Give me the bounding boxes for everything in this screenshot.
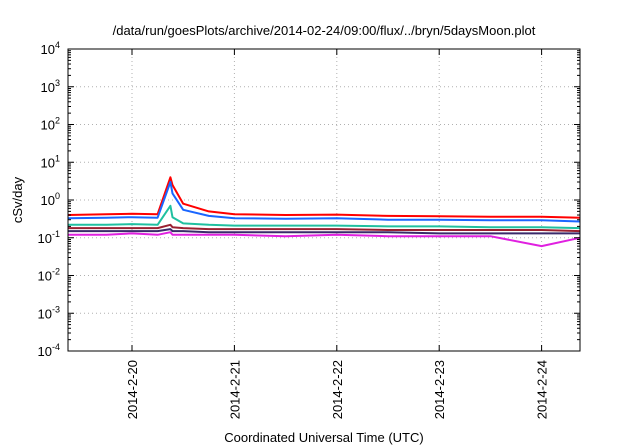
series-line [68,204,581,230]
grid-lines [68,49,580,351]
series-line [68,228,580,235]
series-line [67,176,581,219]
x-tick-label: 2014-2-23 [432,360,447,419]
x-tick-label: 2014-2-20 [125,360,140,419]
y-tick-label: 102 [41,116,60,133]
y-tick-label: 10-3 [38,304,60,321]
y-tick-label: 103 [41,78,60,95]
y-tick-label: 10-4 [38,342,60,359]
y-axis-label: cSv/day [10,176,25,223]
x-tick-label: 2014-2-24 [535,360,550,419]
series-line [68,231,581,248]
x-axis-label: Coordinated Universal Time (UTC) [224,430,423,445]
y-tick-label: 10-2 [38,267,60,284]
y-axis-ticks: 10-4 10-3 10-2 10-1 100 101 102 103 104 [38,40,580,359]
series-layer [67,176,581,248]
x-axis-ticks: 2014-2-20 2014-2-21 2014-2-22 2014-2-23 2014… [125,49,550,419]
y-tick-label: 10-1 [38,229,60,246]
series-line [68,223,581,233]
x-tick-label: 2014-2-21 [227,360,242,419]
series-line [67,181,581,223]
y-tick-label: 101 [41,153,60,170]
y-tick-label: 100 [41,191,60,208]
x-tick-label: 2014-2-22 [330,360,345,419]
y-tick-label: 104 [41,40,60,57]
chart-title: /data/run/goesPlots/archive/2014-02-24/0… [113,23,536,38]
